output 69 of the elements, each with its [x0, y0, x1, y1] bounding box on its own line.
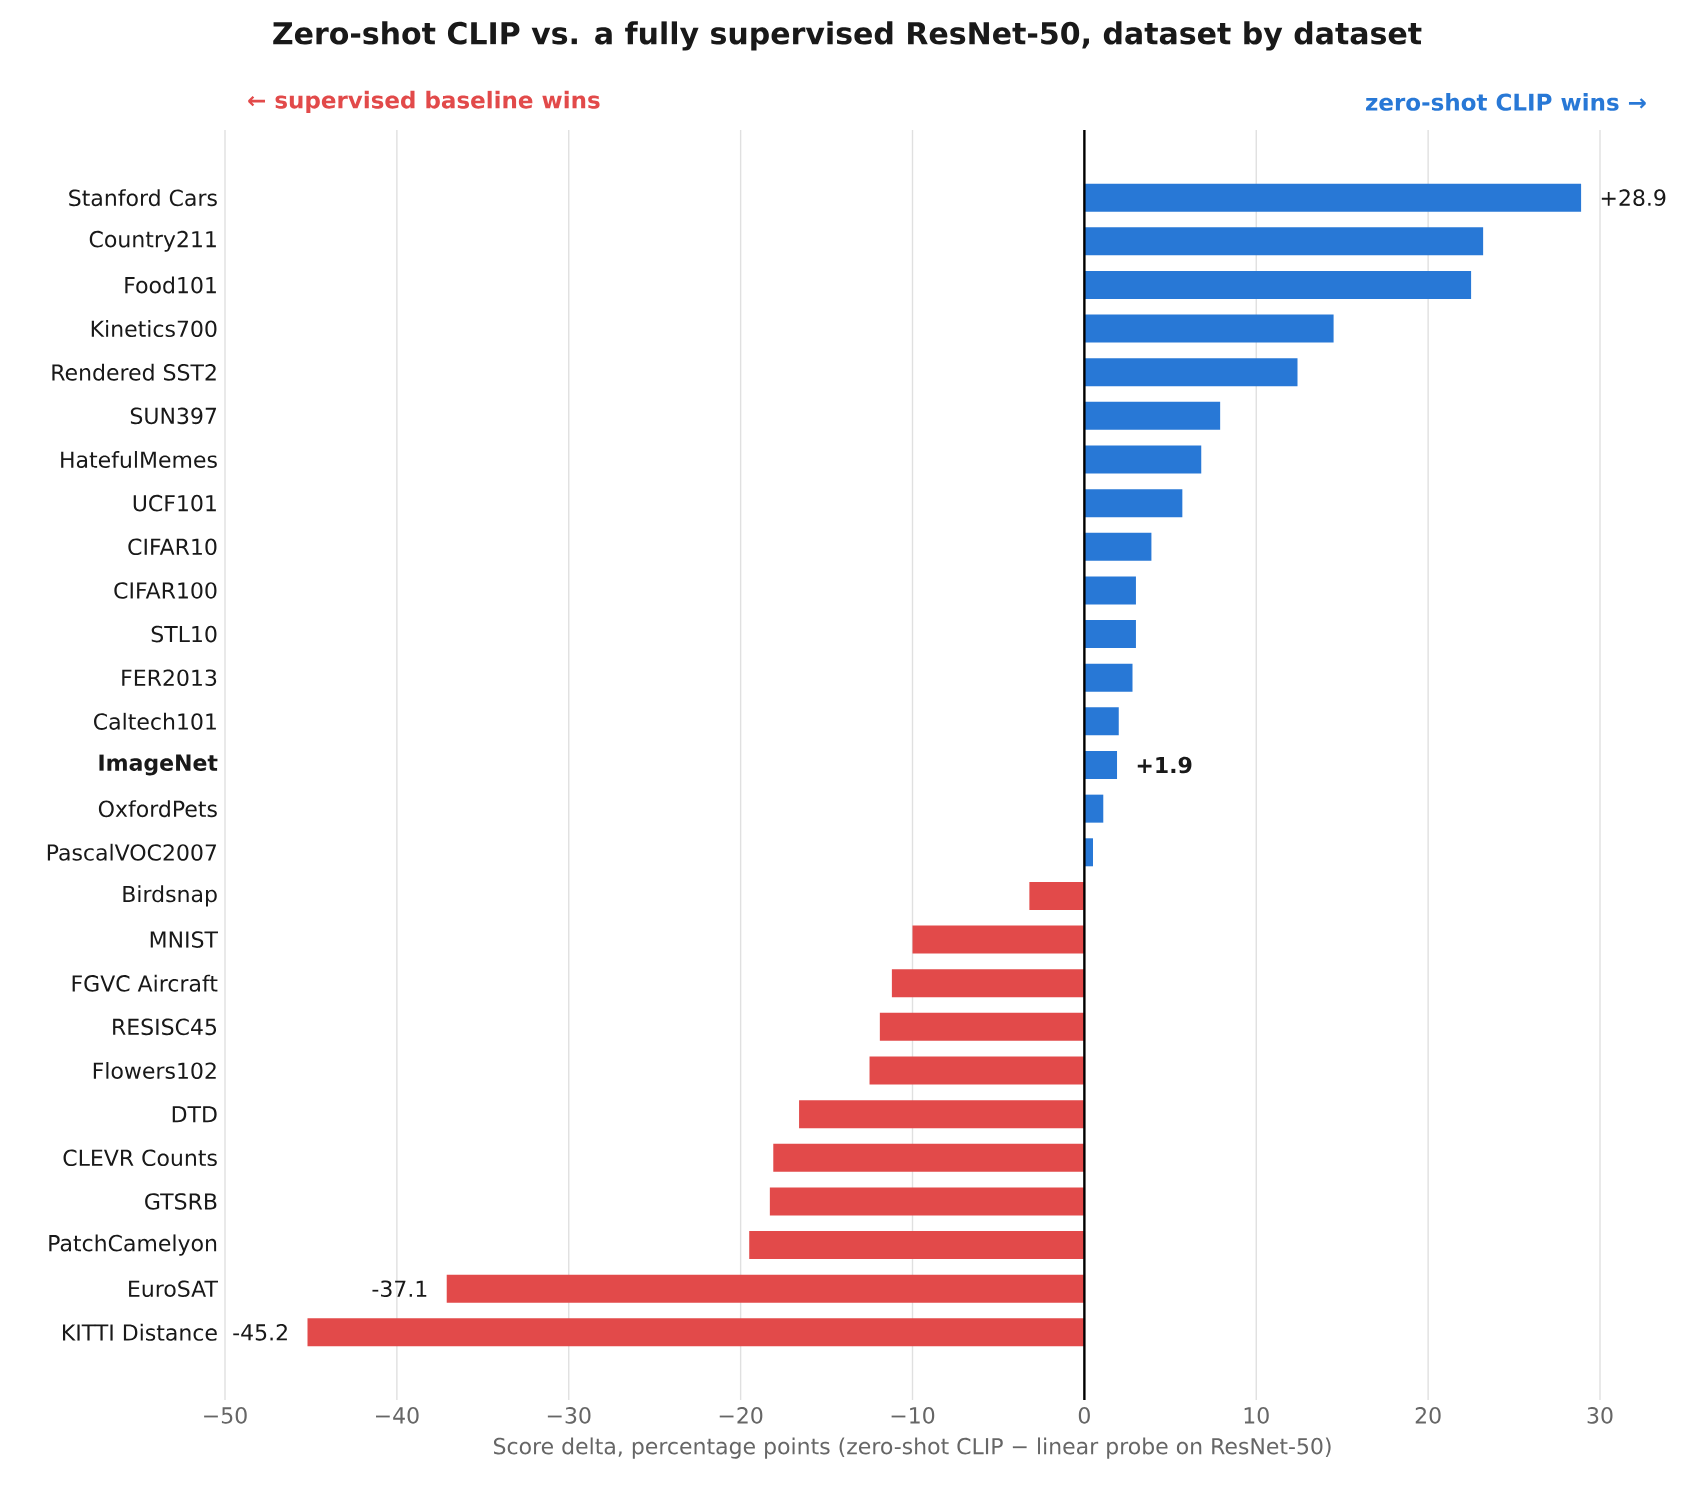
y-tick-label: PascalVOC2007: [47, 843, 217, 861]
x-tick-label: −40: [375, 1407, 419, 1424]
y-tick-label: EuroSAT: [129, 1280, 218, 1298]
data-label: +1.9: [1137, 756, 1192, 774]
bar: [1084, 314, 1334, 343]
y-tick-label: Kinetics700: [91, 320, 217, 338]
chart-title: Zero-shot CLIP vs. a fully supervised ResNet-50, dataset by dataset: [273, 21, 1422, 51]
bar: [749, 1231, 1085, 1260]
bar: [1084, 663, 1133, 692]
text: zero-shot CLIP wins →: [1366, 93, 1646, 111]
y-tick-label: CLEVR Counts: [63, 1149, 217, 1167]
y-tick-label: Food101: [125, 276, 216, 294]
data-label: -37.1: [372, 1280, 427, 1298]
y-tick-label: SUN397: [130, 407, 217, 425]
y-tick-label: STL10: [151, 625, 217, 643]
y-tick-label: Birdsnap: [123, 885, 217, 907]
x-tick-label: 30: [1587, 1407, 1613, 1424]
data-label: +28.9: [1601, 189, 1666, 206]
bar: [912, 925, 1085, 954]
y-tick-label: DTD: [172, 1106, 217, 1123]
x-axis-title: Score delta, percentage points (zero-shot CLIP − linear probe on ResNet-50): [493, 1437, 1331, 1459]
bar: [869, 1056, 1085, 1085]
bar: [891, 969, 1085, 998]
y-tick-label: Rendered SST2: [52, 363, 216, 381]
y-tick-label: FGVC Aircraft: [72, 974, 218, 992]
text: ← supervised baseline wins: [248, 90, 600, 114]
y-tick-label: ImageNet: [99, 754, 218, 776]
x-tick-label: −20: [719, 1407, 763, 1424]
y-tick-label: Stanford Cars: [69, 189, 217, 207]
data-label: -45.2: [233, 1324, 287, 1341]
bar: [799, 1100, 1085, 1129]
y-tick-label: Flowers102: [93, 1061, 216, 1080]
bar: [1084, 227, 1484, 256]
bar: [1084, 445, 1202, 474]
x-tick-label: 0: [1078, 1407, 1090, 1424]
bar: [1084, 183, 1582, 212]
bar: [879, 1012, 1085, 1041]
y-tick-label: CIFAR10: [128, 538, 217, 556]
bar: [1084, 576, 1136, 605]
bar: [1084, 401, 1221, 430]
y-tick-label: GTSRB: [145, 1193, 217, 1210]
y-tick-label: CIFAR100: [114, 582, 217, 599]
y-tick-label: OxfordPets: [98, 800, 217, 818]
y-tick-label: RESISC45: [113, 1018, 217, 1036]
x-tick-label: −50: [204, 1407, 247, 1424]
bar: [1084, 270, 1472, 299]
bar: [1029, 881, 1085, 910]
bar: [769, 1187, 1085, 1216]
bar: [446, 1274, 1085, 1303]
bar: [1084, 532, 1152, 561]
bar: [1084, 489, 1183, 518]
bar: [1084, 358, 1298, 387]
y-tick-label: UCF101: [133, 494, 216, 512]
bar: [1084, 620, 1136, 649]
x-tick-label: 20: [1415, 1407, 1441, 1424]
x-tick-label: −10: [891, 1407, 935, 1424]
bar: [1084, 751, 1118, 779]
y-tick-label: FER2013: [122, 669, 217, 687]
y-tick-label: MNIST: [150, 931, 218, 948]
bar: [773, 1143, 1085, 1172]
y-tick-label: PatchCamelyon: [49, 1234, 217, 1256]
y-tick-label: KITTI Distance: [63, 1323, 217, 1341]
y-tick-label: HatefulMemes: [61, 450, 217, 469]
x-tick-label: −30: [547, 1407, 591, 1424]
bar: [307, 1318, 1085, 1347]
x-tick-label: 10: [1244, 1407, 1269, 1424]
y-tick-label: Country211: [89, 230, 216, 252]
bar: [1084, 707, 1119, 736]
y-tick-label: Caltech101: [94, 712, 216, 730]
